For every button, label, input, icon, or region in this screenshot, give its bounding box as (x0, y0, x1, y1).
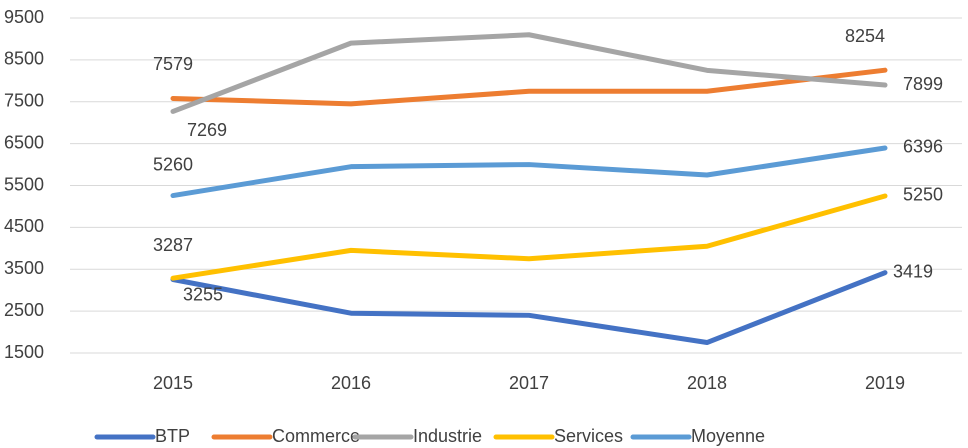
data-label: 3255 (183, 284, 223, 304)
series-line (170, 32, 888, 114)
y-tick-label: 3500 (4, 258, 44, 278)
y-tick-label: 6500 (4, 132, 44, 152)
series-line (170, 270, 888, 346)
series-line (170, 193, 888, 281)
y-tick-label: 5500 (4, 174, 44, 194)
x-tick-label: 2019 (865, 373, 905, 393)
legend-label: Moyenne (691, 426, 765, 446)
data-label: 7579 (153, 54, 193, 74)
data-label: 7899 (903, 74, 943, 94)
data-label: 5260 (153, 154, 193, 174)
y-tick-label: 7500 (4, 91, 44, 111)
data-label: 7269 (187, 120, 227, 140)
x-tick-label: 2018 (687, 373, 727, 393)
legend-label: Commerce (272, 426, 360, 446)
series-line (170, 67, 888, 107)
data-label: 5250 (903, 185, 943, 205)
data-label: 8254 (845, 26, 885, 46)
legend-label: Services (554, 426, 623, 446)
y-tick-label: 8500 (4, 49, 44, 69)
data-label: 3419 (893, 261, 933, 281)
y-tick-label: 4500 (4, 216, 44, 236)
series-line (170, 145, 888, 199)
x-tick-label: 2017 (509, 373, 549, 393)
data-label: 6396 (903, 137, 943, 157)
legend-label: Industrie (413, 426, 482, 446)
data-label: 3287 (153, 235, 193, 255)
y-tick-label: 1500 (4, 342, 44, 362)
y-tick-label: 2500 (4, 300, 44, 320)
y-tick-label: 9500 (4, 7, 44, 27)
x-tick-label: 2015 (153, 373, 193, 393)
x-tick-label: 2016 (331, 373, 371, 393)
legend-label: BTP (155, 426, 190, 446)
